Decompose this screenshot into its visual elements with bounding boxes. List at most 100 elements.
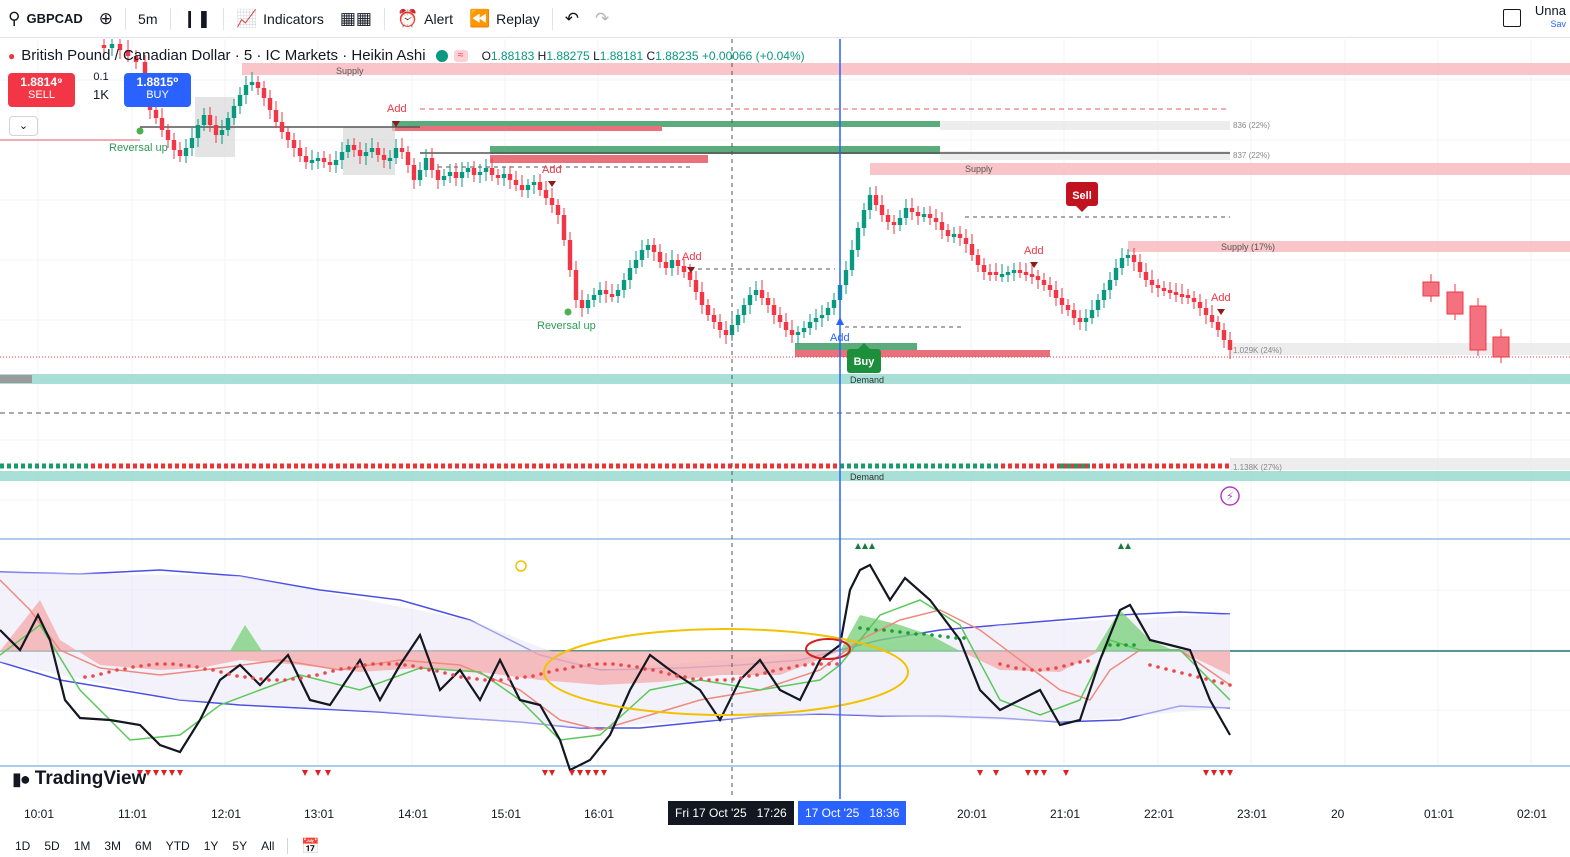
time-axis[interactable]: 10:01 11:01 12:01 13:01 14:01 15:01 16:01 20:01… — [0, 800, 1570, 826]
open-value: 1.88183 — [490, 48, 535, 63]
signal-dot — [235, 674, 239, 678]
interval-button[interactable]: 5m — [138, 10, 158, 27]
symbol-name: GBPCAD — [26, 11, 83, 26]
candle-body — [1422, 281, 1440, 297]
signal-dot — [1070, 662, 1074, 666]
layout-name[interactable]: Unna Sav — [1535, 4, 1566, 30]
candle-body — [633, 260, 639, 268]
candle-body — [1185, 295, 1191, 298]
range-1m[interactable]: 1M — [73, 838, 91, 853]
candle-body — [1011, 270, 1017, 273]
candle-body — [537, 182, 543, 190]
candle-body — [705, 305, 711, 315]
candle-body — [1107, 280, 1113, 290]
collapse-button[interactable]: ⌄ — [9, 116, 38, 136]
sell-button[interactable]: 1.8814⁹ SELL — [8, 73, 75, 107]
quantity-selector[interactable]: 0.1 1K — [84, 71, 118, 102]
candle-body — [219, 130, 225, 135]
signal-dot — [403, 663, 407, 667]
lightning-icon[interactable] — [1220, 486, 1240, 506]
candle-body — [1155, 285, 1161, 288]
range-3m[interactable]: 3M — [104, 838, 122, 853]
replay-button[interactable]: ⏪ Replay — [461, 0, 548, 38]
crosshair-time-badge: Fri 17 Oct '25 17:26 — [668, 801, 794, 825]
buy-signal-label: Buy — [854, 356, 876, 368]
candle-body — [1023, 272, 1029, 275]
candle-body — [1005, 272, 1011, 275]
range-5y[interactable]: 5Y — [232, 838, 248, 853]
candle-body — [1017, 270, 1023, 273]
bear-marker-icon — [585, 770, 591, 776]
range-5d[interactable]: 5D — [44, 838, 60, 853]
fullscreen-icon[interactable] — [1503, 9, 1521, 27]
candle-body — [783, 322, 789, 330]
order-block-bull — [490, 146, 940, 154]
candle-body — [125, 50, 131, 56]
add-signal-label: Add — [542, 164, 562, 176]
candle-body — [357, 150, 363, 156]
candle-body — [297, 148, 303, 156]
candle-body — [453, 172, 459, 178]
candle-body — [387, 158, 393, 161]
signal-dot — [267, 678, 271, 682]
range-6m[interactable]: 6M — [135, 838, 152, 853]
candle-body — [825, 308, 831, 315]
price-chart[interactable]: Supply Supply Supply (17%) Demand Demand… — [0, 39, 1570, 799]
compare-button[interactable]: ⊕ — [91, 0, 121, 38]
market-status-icon — [435, 49, 448, 62]
redo-button[interactable]: ↷ — [587, 0, 617, 38]
chart-type-button[interactable]: ❙❚ — [175, 0, 220, 38]
candle-body — [231, 106, 237, 118]
range-1d[interactable]: 1D — [15, 838, 31, 853]
demand-label: Demand — [850, 375, 884, 385]
alert-button[interactable]: ⏰ Alert — [389, 0, 461, 38]
chart-legend: ● British Pound / Canadian Dollar · 5 · … — [8, 47, 805, 64]
candle-body — [1167, 290, 1173, 293]
candle-body — [507, 174, 513, 180]
templates-button[interactable]: ▦▦ — [332, 0, 380, 38]
calendar-icon[interactable]: 📅 — [301, 837, 321, 855]
signal-dot — [1108, 643, 1112, 647]
volume-profile-band — [940, 151, 1230, 160]
candle-body — [897, 218, 903, 225]
tv-mark-icon: ▮● — [12, 768, 31, 789]
signal-dot — [1156, 665, 1160, 669]
candle-body — [867, 195, 873, 210]
signal-dot — [763, 671, 767, 675]
candle-body — [831, 300, 837, 308]
symbol-search[interactable]: ⚲ GBPCAD — [0, 0, 91, 38]
add-signal-label: Add — [1024, 245, 1044, 257]
range-ytd[interactable]: YTD — [165, 838, 190, 853]
time-tick-label: 22:01 — [1144, 807, 1175, 821]
candle-body — [1077, 318, 1083, 322]
candle-body — [819, 315, 825, 318]
candle-body — [345, 145, 351, 152]
signal-dot — [571, 665, 575, 669]
signal-dot — [1124, 643, 1128, 647]
indicators-button[interactable]: 📈 Indicators — [228, 0, 332, 38]
candle-body — [543, 190, 549, 198]
candle-body — [171, 140, 177, 150]
reversal-dot — [136, 127, 144, 135]
bear-marker-icon — [1219, 770, 1225, 776]
volume-profile-band — [1230, 458, 1570, 470]
divider — [223, 7, 224, 30]
legend-title[interactable]: British Pound / Canadian Dollar · 5 · IC… — [21, 47, 426, 64]
candle-body — [573, 270, 579, 300]
level-label: 1.029K (24%) — [1233, 346, 1282, 355]
cursor-time-badge: 17 Oct '25 18:36 — [798, 801, 907, 825]
buy-button[interactable]: 1.8815⁰ BUY — [124, 73, 191, 107]
time-tick-label: 10:01 — [24, 807, 55, 821]
undo-button[interactable]: ↶ — [557, 0, 587, 38]
band-fill — [0, 572, 1230, 728]
order-block-bull — [392, 121, 940, 127]
signal-dot — [882, 628, 886, 632]
range-1y[interactable]: 1Y — [203, 838, 219, 853]
range-all[interactable]: All — [261, 838, 275, 853]
buy-signal-badge — [847, 349, 881, 373]
signal-dot — [611, 662, 615, 666]
signal-dot — [307, 674, 311, 678]
signal-dot — [203, 667, 207, 671]
close-value: 1.88235 — [655, 48, 699, 63]
signal-dot — [291, 677, 295, 681]
